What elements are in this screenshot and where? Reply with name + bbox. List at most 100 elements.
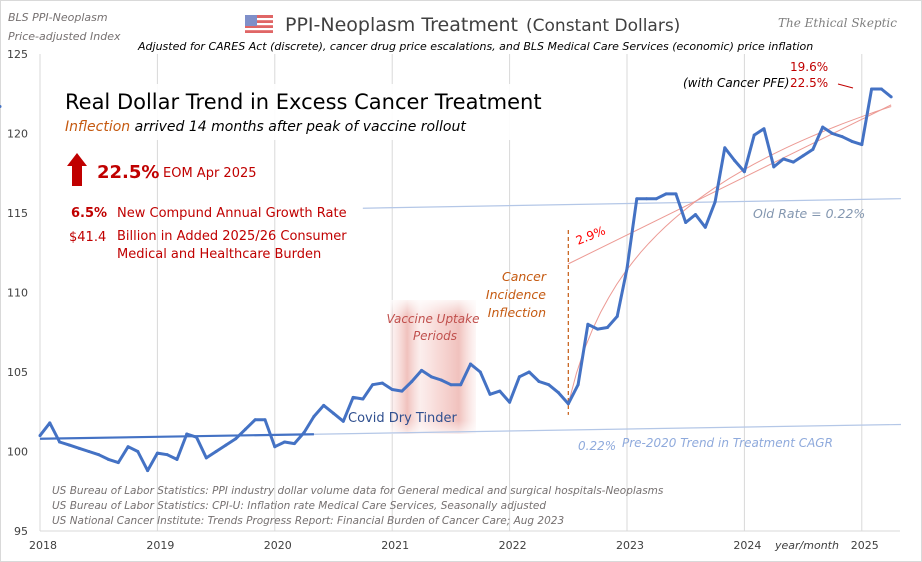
data-point — [146, 469, 150, 473]
data-point — [547, 383, 551, 387]
x-tick-label: 2022 — [499, 539, 527, 552]
data-point — [723, 146, 727, 150]
data-point — [126, 445, 130, 449]
vaccine-label-1: Vaccine Uptake — [387, 312, 480, 326]
rate-29-trendline — [568, 104, 892, 265]
data-point — [155, 451, 159, 455]
callout-sub-highlight: Inflection — [65, 119, 130, 135]
index-label-1: BLS PPI-Neoplasm — [8, 11, 108, 24]
inflection-label-2: Incidence — [486, 287, 546, 302]
data-point — [654, 197, 658, 201]
data-point — [821, 125, 825, 129]
data-point — [322, 403, 326, 407]
us-flag-icon — [245, 15, 273, 35]
pfe-top-value: 19.6% — [790, 60, 828, 74]
callout-sub-rest: arrived 14 months after peak of vaccine … — [130, 119, 466, 135]
old-rate-trendline — [362, 198, 901, 209]
data-point — [332, 411, 335, 415]
data-point — [782, 157, 786, 161]
data-point — [860, 143, 864, 147]
data-point — [58, 440, 62, 444]
rate-29-label: 2.9% — [574, 223, 608, 247]
data-point — [615, 314, 619, 318]
cagr-label: New Compund Annual Growth Rate — [117, 206, 347, 221]
y-tick-label: 105 — [7, 366, 28, 379]
x-tick-label: 2020 — [264, 539, 292, 552]
data-point — [243, 427, 247, 431]
chart-subtitle: Adjusted for CARES Act (discrete), cance… — [137, 40, 813, 53]
data-point — [116, 461, 120, 465]
index-label-2: Price-adjusted Index — [8, 30, 121, 43]
data-point — [733, 159, 737, 163]
data-point — [341, 419, 345, 423]
data-point — [390, 387, 394, 391]
data-point — [830, 132, 834, 135]
data-point — [234, 437, 238, 441]
data-point — [605, 325, 609, 329]
data-point — [811, 147, 815, 151]
data-point — [557, 391, 561, 395]
data-point — [762, 127, 766, 131]
y-tick-label: 120 — [7, 128, 28, 141]
pre2020-label: Pre-2020 Trend in Treatment CAGR — [622, 436, 833, 450]
data-point — [488, 392, 492, 396]
data-point — [772, 165, 776, 169]
vaccine-uptake-band-fade — [390, 300, 476, 434]
data-point — [106, 457, 110, 461]
data-point — [302, 430, 306, 434]
x-axis: 2018 2019 2020 2021 2022 2023 2024 2025 — [29, 539, 879, 552]
series-points — [0, 87, 893, 473]
data-point — [870, 87, 874, 91]
data-point — [351, 395, 355, 399]
chart-title-main: PPI-Neoplasm Treatment — [285, 14, 518, 36]
pre2020-rate: 0.22% — [578, 439, 616, 453]
x-tick-label: 2023 — [616, 539, 644, 552]
y-axis: 95 100 105 110 115 120 125 — [7, 48, 28, 538]
brand-watermark: The Ethical Skeptic — [778, 16, 897, 30]
data-point — [224, 443, 228, 447]
data-point — [742, 170, 746, 174]
data-point — [77, 446, 81, 450]
source-1: US Bureau of Labor Statistics: PPI indus… — [52, 485, 664, 497]
data-point — [576, 383, 580, 387]
data-point — [889, 95, 893, 99]
y-tick-label: 125 — [7, 48, 28, 61]
data-point — [684, 221, 688, 225]
big-value: 22.5% — [97, 162, 159, 183]
data-point — [195, 435, 199, 439]
data-point — [635, 197, 639, 201]
data-point — [850, 139, 854, 143]
data-point — [468, 362, 472, 366]
data-point — [48, 421, 52, 425]
data-point — [791, 160, 795, 164]
data-point — [165, 453, 169, 457]
data-point — [459, 383, 463, 387]
data-point — [371, 383, 375, 387]
data-point — [292, 442, 296, 446]
pre2020-trendline — [39, 433, 314, 440]
data-point — [703, 225, 707, 229]
data-point — [175, 457, 179, 461]
data-point — [586, 322, 590, 326]
pfe-label: (with Cancer PFE) — [683, 76, 789, 90]
y-tick-label: 110 — [7, 287, 28, 300]
data-point — [439, 378, 443, 382]
y-tick-label: 100 — [7, 446, 28, 459]
data-point — [596, 327, 600, 331]
chart-title: PPI-Neoplasm Treatment (Constant Dollars) — [285, 14, 680, 36]
data-point — [87, 450, 91, 453]
x-tick-label: 2025 — [851, 539, 879, 552]
covid-dry-tinder-label: Covid Dry Tinder — [348, 411, 458, 426]
data-point — [625, 267, 629, 271]
pfe-leader-line — [837, 83, 854, 89]
cagr-value: 6.5% — [71, 206, 107, 221]
data-point — [801, 154, 805, 158]
burden-label-1: Billion in Added 2025/26 Consumer — [117, 229, 347, 244]
old-rate-label: Old Rate = 0.22% — [753, 206, 865, 221]
x-tick-label: 2024 — [733, 539, 761, 552]
data-point — [420, 368, 424, 372]
data-point — [537, 380, 541, 384]
data-point — [478, 370, 482, 374]
data-point — [645, 197, 649, 201]
data-point — [38, 434, 42, 438]
